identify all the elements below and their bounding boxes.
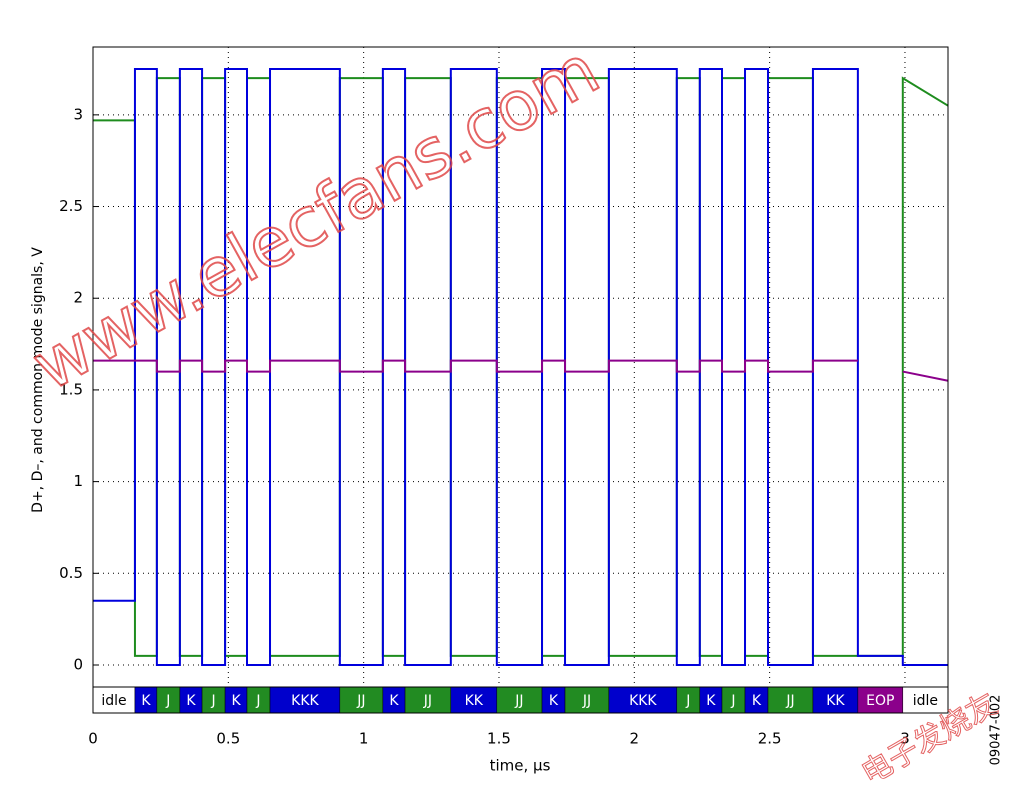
state-cell — [608, 686, 678, 714]
x-axis-label: time, µs — [490, 757, 551, 775]
state-cell — [269, 686, 341, 714]
state-label: K — [706, 693, 716, 709]
state-cell — [450, 686, 498, 714]
x-tick-label: 0.5 — [216, 730, 240, 748]
state-label: K — [186, 693, 196, 709]
x-tick-label: 0 — [88, 730, 98, 748]
state-label: KK — [465, 693, 484, 709]
y-tick-label: 0.5 — [59, 564, 83, 582]
y-tick-label: 2.5 — [59, 197, 83, 215]
y-axis-label: D+, D–, and common mode signals, V — [30, 247, 46, 513]
signal-line — [93, 68, 948, 666]
state-label: EOP — [866, 693, 894, 709]
signal-line — [93, 76, 949, 657]
state-label: JJ — [514, 693, 523, 709]
x-tick-label: 2 — [630, 730, 640, 748]
state-label: J — [211, 693, 216, 709]
signal-line — [93, 359, 949, 382]
state-label: idle — [101, 693, 126, 709]
x-tick-label: 2.5 — [758, 730, 782, 748]
y-tick-label: 3 — [73, 105, 83, 123]
state-label: J — [730, 693, 735, 709]
state-label: J — [685, 693, 690, 709]
state-cell — [812, 686, 859, 714]
state-label: JJ — [423, 693, 432, 709]
state-label: JJ — [785, 693, 794, 709]
state-label: K — [549, 693, 559, 709]
state-label: K — [231, 693, 241, 709]
state-label: JJ — [356, 693, 365, 709]
plot-frame — [92, 46, 949, 714]
state-label: JJ — [582, 693, 591, 709]
state-label: KKK — [291, 693, 319, 709]
state-label: J — [255, 693, 260, 709]
x-tick-label: 3 — [900, 730, 910, 748]
y-tick-label: 1.5 — [59, 380, 83, 398]
y-tick-label: 2 — [73, 289, 83, 307]
watermark: www.elecfans.com — [20, 31, 612, 407]
y-tick-label: 0 — [73, 655, 83, 673]
figure-id: 09047-002 — [989, 695, 1004, 766]
state-label: K — [752, 693, 762, 709]
y-tick-label: 1 — [73, 472, 83, 490]
state-cell — [857, 686, 904, 714]
state-cell — [902, 686, 949, 714]
x-tick-label: 1 — [359, 730, 369, 748]
state-label: K — [141, 693, 151, 709]
state-label: J — [165, 693, 170, 709]
state-cell — [564, 686, 610, 714]
state-label: KK — [826, 693, 845, 709]
state-label: idle — [913, 693, 938, 709]
x-tick-label: 1.5 — [487, 730, 511, 748]
state-label: KKK — [629, 693, 657, 709]
state-label: K — [389, 693, 399, 709]
state-cell — [339, 686, 384, 714]
